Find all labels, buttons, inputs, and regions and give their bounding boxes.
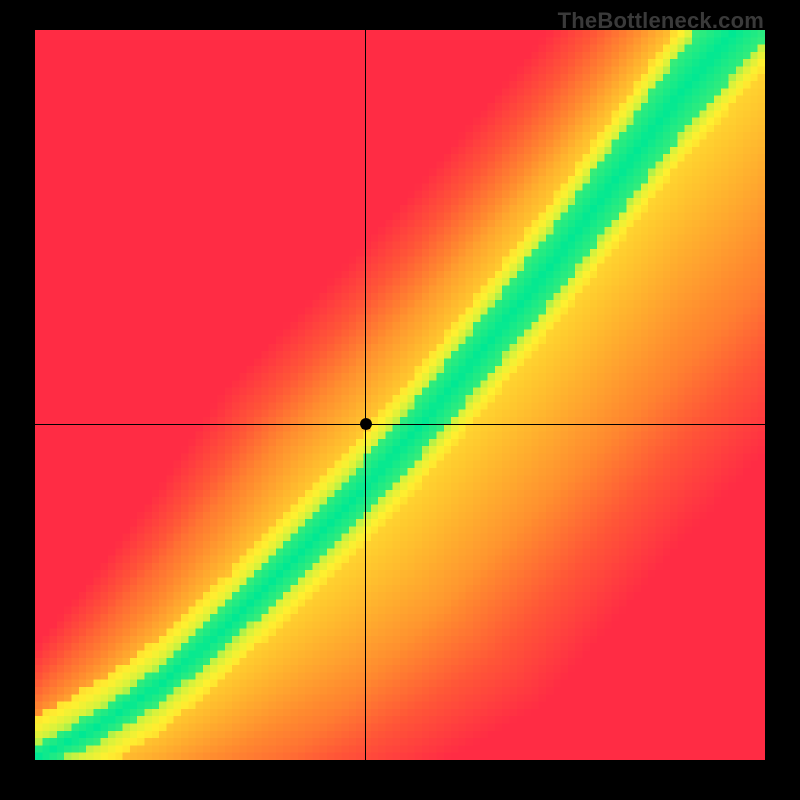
heatmap-canvas xyxy=(35,30,765,760)
crosshair-marker xyxy=(359,417,373,431)
crosshair-vertical xyxy=(365,30,366,760)
crosshair-horizontal xyxy=(35,424,765,425)
watermark-text: TheBottleneck.com xyxy=(558,8,764,34)
heatmap-plot xyxy=(35,30,765,760)
